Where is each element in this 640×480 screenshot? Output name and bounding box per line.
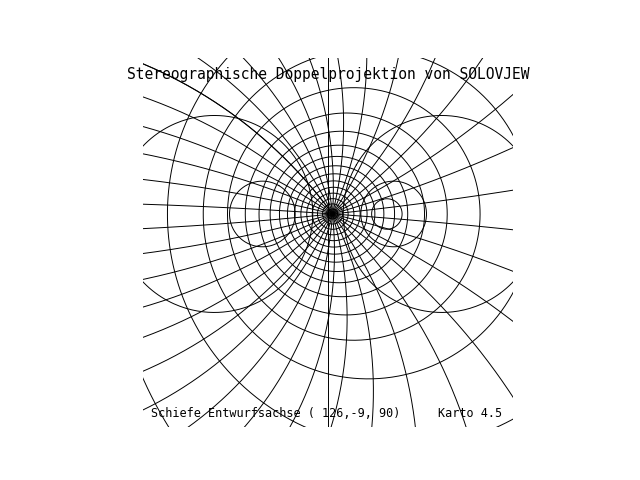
Text: Schiefe Entwurfsachse ( 126,-9, 90): Schiefe Entwurfsachse ( 126,-9, 90): [150, 407, 400, 420]
Text: Stereographische Doppelprojektion von SOLOVJEW: Stereographische Doppelprojektion von SO…: [127, 67, 529, 82]
Text: Karto 4.5: Karto 4.5: [438, 407, 502, 420]
